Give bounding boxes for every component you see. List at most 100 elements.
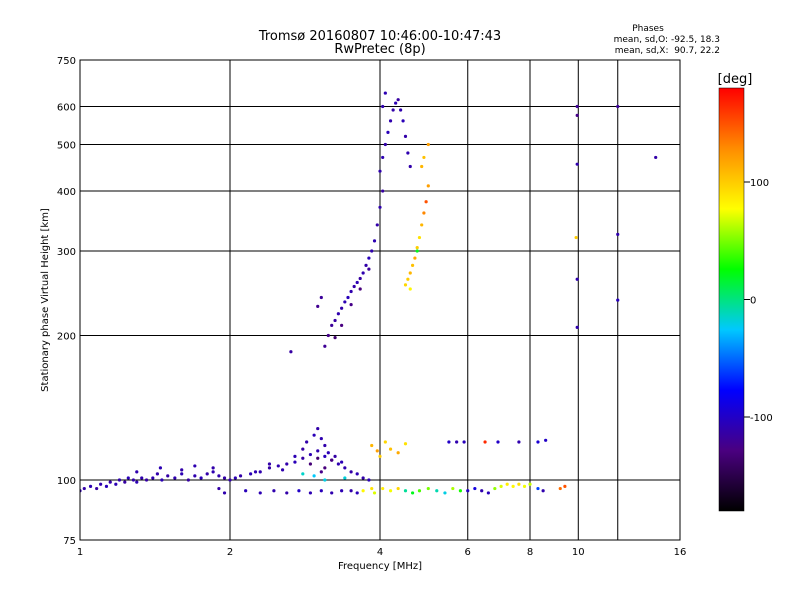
data-point	[541, 489, 545, 493]
data-point	[372, 491, 377, 495]
data-point	[473, 486, 477, 491]
data-point	[186, 478, 190, 482]
data-points	[80, 91, 658, 495]
data-point	[222, 476, 227, 480]
data-point	[417, 235, 422, 240]
data-point	[408, 271, 412, 275]
data-point	[415, 245, 419, 250]
data-point	[249, 472, 253, 476]
data-point	[285, 491, 289, 495]
y-tick-label: 100	[57, 476, 76, 487]
data-point	[180, 468, 184, 472]
data-point	[131, 478, 136, 482]
data-point	[272, 489, 276, 493]
y-tick-label: 300	[57, 247, 76, 258]
data-point	[575, 113, 579, 117]
data-point	[228, 478, 232, 482]
data-point	[417, 489, 422, 493]
data-point	[199, 476, 203, 480]
data-point	[340, 460, 344, 464]
data-point	[267, 466, 272, 470]
data-point	[616, 104, 620, 109]
data-point	[536, 486, 540, 491]
data-point	[616, 232, 620, 236]
data-point	[386, 130, 390, 134]
data-point	[151, 476, 155, 480]
y-tick-label: 400	[57, 187, 76, 198]
data-point	[575, 104, 579, 109]
data-point	[222, 491, 227, 495]
data-point	[381, 189, 385, 193]
data-point	[99, 482, 103, 486]
data-point	[517, 440, 521, 444]
data-point	[205, 472, 209, 476]
data-point	[435, 489, 439, 493]
data-point	[135, 470, 139, 474]
data-point	[406, 151, 410, 155]
data-point	[422, 155, 426, 160]
data-point	[238, 474, 243, 478]
data-point	[616, 298, 620, 302]
data-point	[211, 466, 215, 470]
data-point	[517, 482, 521, 486]
x-tick-label: 1	[77, 547, 83, 558]
data-point	[193, 474, 197, 478]
data-point	[280, 468, 285, 472]
data-point	[319, 436, 323, 441]
data-point	[451, 486, 455, 491]
data-point	[403, 283, 408, 287]
data-point	[301, 447, 305, 451]
data-point	[574, 235, 578, 240]
data-point	[563, 484, 567, 488]
data-point	[455, 440, 459, 444]
data-point	[333, 454, 337, 459]
data-point	[285, 462, 289, 466]
data-point	[352, 284, 356, 289]
data-point	[123, 480, 127, 484]
data-point	[408, 164, 412, 169]
data-point	[343, 466, 347, 470]
data-point	[375, 449, 379, 453]
data-point	[336, 312, 340, 316]
data-point	[361, 476, 365, 480]
x-tick-label: 6	[465, 547, 471, 558]
data-point	[408, 287, 412, 291]
data-point	[135, 480, 139, 484]
data-point	[258, 470, 262, 474]
data-point	[88, 484, 93, 488]
data-point	[343, 300, 347, 304]
data-point	[301, 456, 305, 460]
data-point	[289, 350, 293, 354]
y-tick-label: 600	[57, 103, 76, 114]
data-point	[293, 454, 297, 459]
data-point	[326, 333, 330, 338]
x-tick-label: 8	[527, 547, 533, 558]
phase-stats-heading: Phases	[632, 24, 664, 34]
data-point	[253, 470, 258, 474]
data-point	[117, 478, 122, 482]
data-point	[82, 486, 86, 491]
data-point	[144, 478, 149, 482]
data-point	[536, 440, 540, 444]
data-point	[544, 438, 548, 442]
data-point	[466, 489, 470, 493]
data-point	[340, 323, 344, 327]
data-point	[403, 134, 408, 138]
data-point	[370, 443, 374, 448]
data-point	[361, 271, 365, 275]
x-tick-label: 4	[377, 547, 383, 558]
data-point	[575, 325, 579, 329]
data-point	[358, 287, 362, 291]
data-point	[499, 484, 503, 488]
data-point	[108, 480, 112, 484]
y-tick-label: 75	[63, 536, 76, 547]
data-point	[349, 470, 353, 474]
data-point	[346, 295, 350, 300]
data-point	[355, 280, 359, 285]
plot-frame	[79, 59, 681, 541]
data-point	[511, 484, 515, 488]
data-point	[447, 440, 451, 444]
phase-stats-o: mean, sd,O: -92.5, 18.3	[614, 35, 720, 45]
